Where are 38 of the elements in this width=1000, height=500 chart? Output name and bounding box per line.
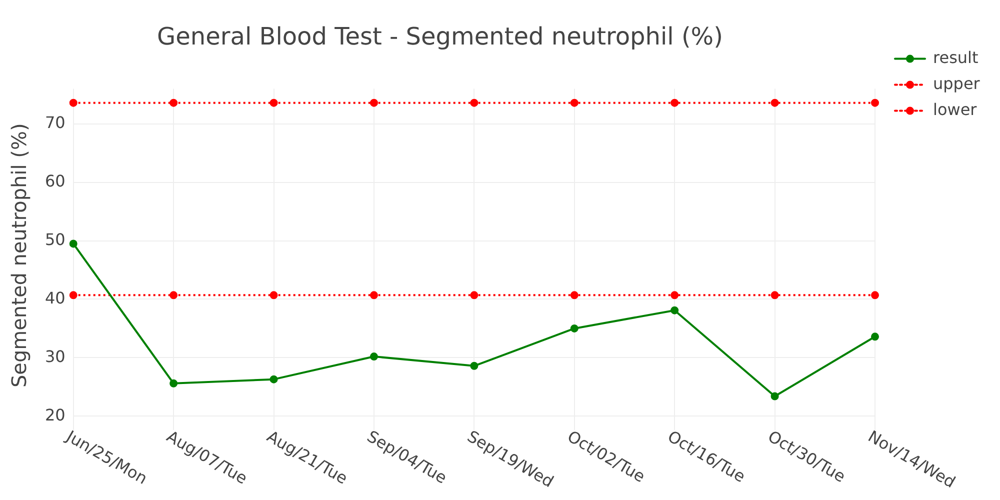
point <box>770 392 779 400</box>
point <box>270 375 278 384</box>
legend-label: upper <box>933 74 980 93</box>
point <box>670 98 679 107</box>
point <box>370 98 378 107</box>
y-tick-label: 50 <box>45 230 66 249</box>
y-tick-label: 70 <box>45 113 66 132</box>
chart-title: General Blood Test - Segmented neutrophil (%) <box>157 22 723 51</box>
point <box>170 98 178 107</box>
point <box>170 291 178 300</box>
y-tick-label: 40 <box>45 288 66 308</box>
point <box>871 291 879 300</box>
point <box>370 291 378 300</box>
point <box>69 240 78 248</box>
point <box>270 98 278 107</box>
y-tick-label: 30 <box>45 346 66 366</box>
point <box>871 332 879 341</box>
point <box>570 98 578 107</box>
point <box>470 291 478 300</box>
y-axis-title: Segmented neutrophil (%) <box>7 123 32 388</box>
point <box>871 98 879 107</box>
point <box>670 291 679 300</box>
point <box>470 98 478 107</box>
y-tick-label: 60 <box>45 171 66 190</box>
legend-label: result <box>933 48 978 67</box>
point <box>770 291 779 300</box>
point <box>670 306 679 314</box>
point <box>570 291 578 300</box>
point <box>470 362 478 370</box>
point <box>270 291 278 300</box>
point <box>69 291 78 300</box>
point <box>570 324 578 332</box>
y-tick-label: 20 <box>45 405 66 424</box>
point <box>770 98 779 107</box>
point <box>69 98 78 107</box>
point <box>370 352 378 361</box>
point <box>170 379 178 388</box>
legend-label: lower <box>933 100 978 119</box>
